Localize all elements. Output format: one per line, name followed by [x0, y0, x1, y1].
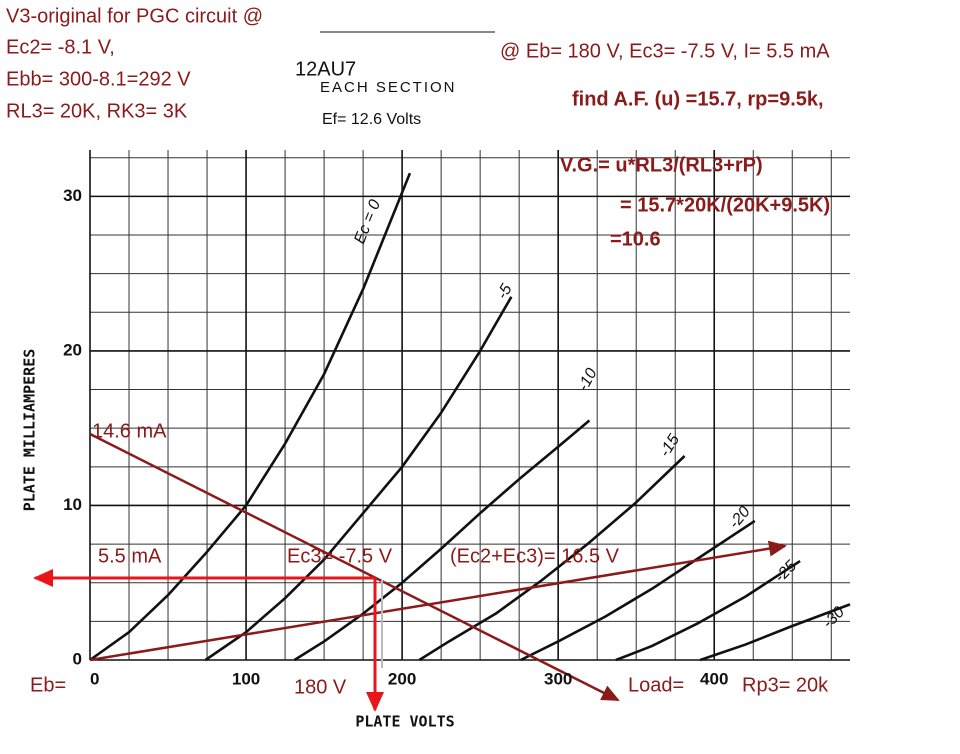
annotation: V.G.= u*RL3/(RL3+rP) [560, 154, 763, 176]
x-axis-label: PLATE VOLTS [355, 713, 454, 731]
curve-label: -5 [494, 281, 516, 302]
heater-label: Ef= 12.6 Volts [322, 111, 421, 128]
curve-label: -15 [656, 431, 683, 460]
annotation: (Ec2+Ec3)= 16.5 V [450, 545, 620, 567]
tube-title: 12AU7 [295, 58, 356, 80]
y-axis-label: PLATE MILLIAMPERES [21, 349, 39, 512]
annotation: 180 V [294, 676, 347, 698]
curves [89, 172, 851, 662]
annotation: @ Eb= 180 V, Ec3= -7.5 V, I= 5.5 mA [500, 40, 830, 62]
curve [89, 172, 412, 662]
tube-subtitle: EACH SECTION [320, 79, 457, 96]
x-tick-label: 0 [90, 669, 99, 688]
x-tick-label: 100 [232, 669, 260, 688]
curve [615, 560, 801, 662]
curve [293, 419, 591, 662]
annotation: V3-original for PGC circuit @ [6, 5, 263, 27]
curve [699, 603, 851, 662]
x-tick-label: 400 [700, 669, 728, 688]
bias-line [89, 540, 787, 662]
annotation: 14.6 mA [92, 420, 167, 442]
curve [204, 296, 513, 662]
annotation: Ec2= -8.1 V, [6, 36, 115, 58]
annotation: =10.6 [610, 228, 661, 250]
annotation: Ec3= -7.5 V [287, 545, 393, 567]
annotation: Eb= [30, 674, 66, 696]
annotation: Ebb= 300-8.1=292 V [6, 68, 191, 90]
y-tick-label: 10 [63, 495, 82, 514]
annotation: find A.F. (u) =15.7, rp=9.5k, [572, 88, 824, 110]
curve-label: Ec = 0 [351, 197, 384, 246]
curve [418, 455, 686, 662]
x-tick-label: 300 [544, 669, 572, 688]
load-line [89, 432, 620, 702]
curve [520, 519, 756, 662]
annotation: = 15.7*20K/(20K+9.5K) [620, 194, 830, 216]
y-tick-label: 20 [63, 340, 82, 359]
y-tick-label: 30 [63, 186, 82, 205]
annotation: Rp3= 20k [742, 674, 829, 696]
annotation: 5.5 mA [98, 545, 162, 567]
grid [89, 150, 850, 661]
y-tick-label: 0 [73, 649, 82, 668]
x-tick-label: 200 [388, 669, 416, 688]
curve-label: -20 [726, 503, 754, 532]
annotation: Load= [628, 674, 684, 696]
curve-label: -25 [772, 558, 800, 586]
annotation: RL3= 20K, RK3= 3K [6, 100, 188, 122]
